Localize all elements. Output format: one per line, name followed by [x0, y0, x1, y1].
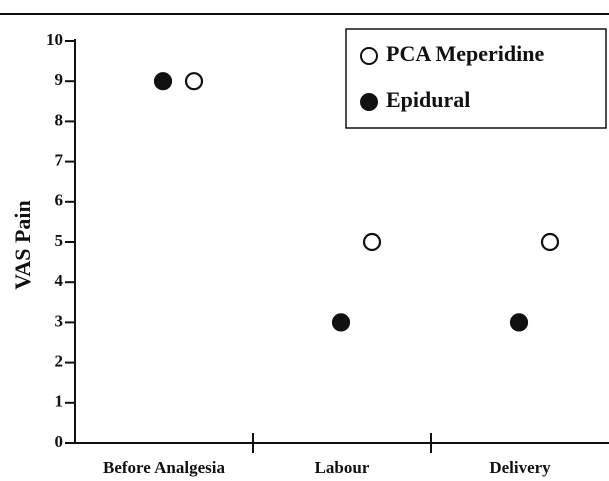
- point: [362, 232, 382, 252]
- y-tick-label: 3: [55, 311, 64, 330]
- x-tick-label: Delivery: [489, 458, 551, 477]
- y-axis-label: VAS Pain: [10, 200, 35, 289]
- y-tick-label: 7: [55, 151, 64, 170]
- y-tick-label: 1: [55, 392, 64, 411]
- y-tick-label: 10: [46, 30, 63, 49]
- y-tick-label: 0: [55, 432, 64, 451]
- y-tick-label: 8: [55, 110, 64, 129]
- point: [184, 72, 204, 91]
- legend-label: PCA Meperidine: [386, 41, 544, 66]
- legend-marker: [360, 47, 378, 65]
- point: [331, 313, 351, 332]
- y-tick-label: 9: [55, 70, 64, 89]
- legend-box: [345, 28, 607, 129]
- point: [153, 72, 173, 91]
- y-tick-label: 2: [55, 352, 64, 371]
- legend-label: Epidural: [386, 87, 470, 112]
- legend-marker: [360, 93, 378, 111]
- point: [509, 313, 529, 332]
- y-tick-label: 6: [55, 191, 64, 210]
- x-tick-label: Labour: [315, 458, 370, 477]
- x-tick-label: Before Analgesia: [103, 458, 225, 477]
- y-tick-label: 5: [55, 231, 64, 250]
- point: [540, 232, 560, 252]
- y-tick-label: 4: [55, 271, 64, 290]
